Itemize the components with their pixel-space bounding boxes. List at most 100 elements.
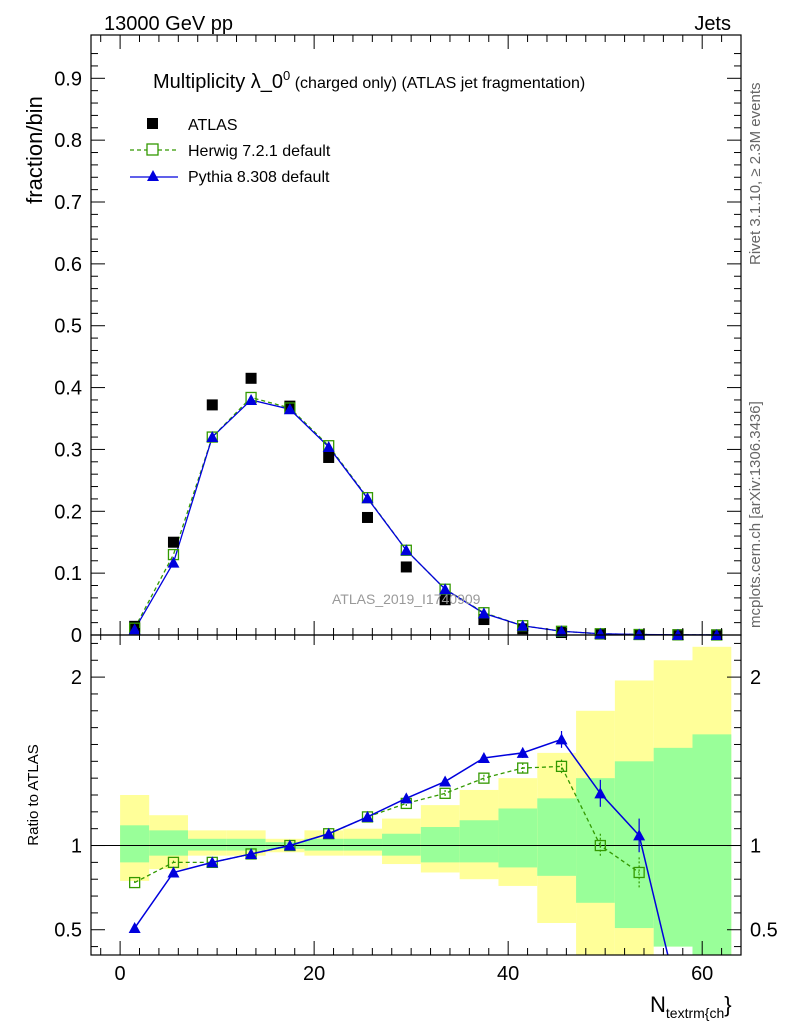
ratio-band-inner — [382, 833, 421, 856]
pythia-point — [439, 583, 452, 595]
legend-marker-atlas — [147, 118, 158, 129]
herwig-ratio-point — [555, 760, 568, 773]
herwig-ratio-point — [439, 787, 451, 799]
ratio-band-inner — [149, 830, 189, 856]
x-tick-label: 0 — [115, 963, 126, 985]
pythia-ratio-point — [672, 991, 684, 1002]
pythia-point — [361, 492, 374, 504]
atlas-point — [361, 511, 373, 523]
y-tick-label-ratio-left: 0.5 — [54, 920, 82, 942]
y-axis-label-main: fraction/bin — [22, 96, 47, 204]
plot-title: Multiplicity λ_00 (charged only) (ATLAS … — [153, 68, 585, 93]
legend-marker-pythia — [147, 170, 159, 181]
y-tick-label-main: 0.7 — [54, 192, 82, 214]
y-tick-label-main: 0.4 — [54, 378, 82, 400]
ratio-band-inner — [304, 838, 344, 851]
ratio-band-inner — [459, 820, 499, 863]
y-tick-label-main: 0.8 — [54, 130, 82, 152]
pythia-ratio-point — [516, 746, 529, 758]
y-tick-label-main: 0.9 — [54, 68, 82, 90]
atlas-point — [478, 614, 490, 626]
pythia-ratio-point — [283, 839, 296, 851]
ratio-band-inner — [188, 838, 227, 851]
y-axis-label-ratio: Ratio to ATLAS — [25, 744, 42, 845]
ratio-band-inner — [537, 798, 577, 876]
pythia-point — [245, 393, 258, 405]
x-axis-label: Ntextrm{ch} — [650, 992, 732, 1021]
pythia-point — [167, 556, 180, 568]
y-tick-label-ratio-left: 1 — [71, 836, 82, 858]
legend-marker-herwig — [146, 143, 159, 156]
ratio-band-inner — [498, 808, 538, 868]
y-tick-label-main: 0 — [71, 625, 82, 647]
herwig-ratio-point — [478, 772, 490, 784]
herwig-ratio-point — [594, 839, 606, 852]
legend: ATLAS Herwig 7.2.1 default Pythia 8.308 … — [130, 117, 331, 186]
pythia-ratio-point — [322, 827, 335, 839]
pythia-point — [477, 607, 490, 619]
herwig-ratio-point — [517, 762, 529, 774]
axes: 0 20 40 60 0 0.1 0.2 0.3 0.4 0.5 0.6 0.7 0.8 0.9 0.5 0.… — [54, 35, 778, 985]
pythia-point — [283, 403, 296, 415]
pythia-line — [134, 399, 717, 636]
pythia-ratio-point — [245, 847, 258, 859]
y-tick-label-main: 0.1 — [54, 563, 82, 585]
x-tick-label: 20 — [303, 963, 325, 985]
pythia-ratio-point — [477, 751, 490, 763]
pythia-point — [555, 625, 568, 637]
pythia-ratio-point — [206, 856, 219, 868]
pythia-ratio-point — [555, 733, 568, 745]
y-tick-label-main: 0.2 — [54, 501, 82, 523]
atlas-point — [439, 594, 451, 606]
pythia-point — [206, 431, 219, 443]
y-tick-label-main: 0.5 — [54, 316, 82, 338]
x-tick-label: 60 — [691, 963, 713, 985]
ratio-band-inner — [120, 825, 150, 863]
pythia-ratio-point — [128, 922, 141, 934]
atlas-point — [167, 536, 179, 548]
y-tick-label-main: 0.6 — [54, 254, 82, 276]
y-tick-label-ratio-left: 2 — [71, 667, 82, 689]
header-left-label: 13000 GeV pp — [104, 13, 233, 35]
pythia-ratio-point — [361, 810, 374, 822]
pythia-ratio-point — [400, 792, 413, 804]
atlas-point — [323, 451, 335, 463]
pythia-ratio-point — [439, 775, 452, 787]
atlas-point — [206, 399, 218, 411]
y-tick-label-ratio-right: 0.5 — [750, 920, 778, 942]
ratio-band-inner — [343, 838, 383, 851]
header-right-label: Jets — [694, 13, 731, 35]
atlas-point — [400, 561, 412, 573]
pythia-point — [671, 628, 684, 640]
pythia-point — [128, 623, 141, 635]
y-tick-label-ratio-right: 1 — [750, 836, 761, 858]
pythia-point — [594, 627, 607, 639]
pythia-point — [633, 628, 646, 640]
ratio-band-inner — [614, 761, 654, 929]
ratio-band-inner — [226, 838, 266, 851]
mcplots-label: mcplots.cern.ch [arXiv:1306.3436] — [747, 401, 764, 628]
pythia-ratio-point — [167, 866, 180, 878]
legend-label-herwig: Herwig 7.2.1 default — [188, 143, 331, 160]
pythia-point — [516, 619, 529, 631]
analysis-watermark: ATLAS_2019_I1740909 — [332, 591, 481, 607]
legend-label-pythia: Pythia 8.308 default — [188, 169, 330, 186]
pythia-ratio-point — [594, 787, 607, 799]
ratio-band-inner — [653, 747, 693, 947]
ratio-plot-area — [91, 731, 741, 1002]
atlas-point — [245, 372, 257, 384]
herwig-ratio-point — [167, 856, 180, 869]
ratio-uncertainty-bands — [120, 646, 732, 955]
ratio-band-inner — [692, 734, 732, 955]
legend-label-atlas: ATLAS — [188, 117, 238, 134]
herwig-ratio-point — [129, 876, 141, 889]
pythia-ratio-point — [633, 829, 646, 841]
main-plot-area — [128, 372, 723, 641]
ratio-band-inner — [420, 827, 460, 863]
y-tick-label-main: 0.3 — [54, 439, 82, 461]
ratio-series-group — [128, 731, 684, 1002]
herwig-ratio-point — [633, 866, 645, 879]
rivet-version-label: Rivet 3.1.10, ≥ 2.3M events — [747, 83, 764, 266]
y-tick-label-ratio-right: 2 — [750, 667, 761, 689]
